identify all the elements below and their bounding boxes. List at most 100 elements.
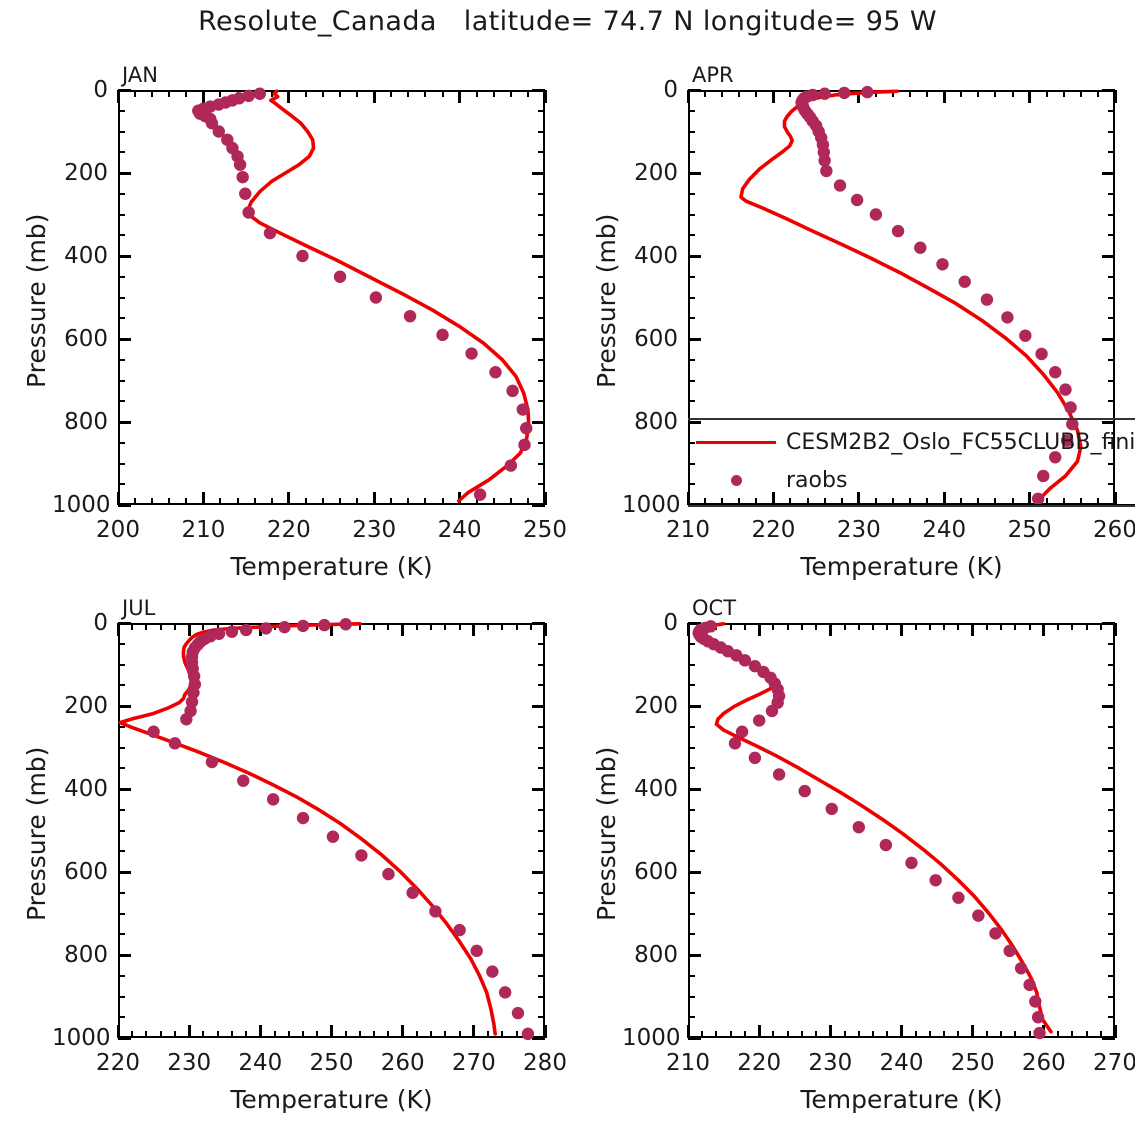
axis-tick-y (538, 483, 545, 486)
axis-tick-x (304, 90, 307, 97)
axis-tick-x (501, 623, 504, 630)
axis-tick-y (1108, 850, 1115, 853)
axis-tick-x (515, 1031, 518, 1038)
axis-label-y: 400 (634, 776, 678, 802)
axis-tick-x (131, 1031, 134, 1038)
axis-tick-x (971, 623, 975, 636)
axis-tick-x (287, 90, 291, 103)
axis-tick-x (1099, 623, 1102, 630)
axis-tick-x (738, 90, 741, 97)
axis-tick-x (187, 623, 191, 636)
axis-tick-y (688, 870, 701, 874)
axis-tick-x (492, 498, 495, 505)
obs-marker (520, 422, 533, 435)
obs-marker (242, 89, 255, 103)
obs-marker (1031, 492, 1045, 505)
axis-tick-x (302, 1031, 305, 1038)
obs-marker (1037, 469, 1050, 483)
obs-marker (1029, 995, 1042, 1008)
axis-tick-x (458, 1031, 461, 1038)
obs-marker (470, 944, 483, 958)
axis-tick-x (909, 498, 912, 505)
axis-tick-x (543, 623, 547, 636)
legend-label-obs: raobs (786, 468, 848, 493)
axis-label-y: 200 (64, 160, 108, 186)
axis-tick-x (957, 623, 960, 630)
axis-label-y: 200 (634, 160, 678, 186)
axis-tick-y (1108, 441, 1115, 444)
axis-tick-y (688, 642, 695, 645)
axis-tick-y (688, 192, 695, 195)
obs-marker (406, 886, 419, 899)
obs-marker (748, 751, 762, 765)
axis-label-x: 220 (751, 517, 796, 543)
axis-tick-y (1108, 358, 1115, 361)
axis-tick-x (390, 90, 393, 97)
axis-tick-y (532, 1036, 545, 1040)
axis-tick-x (828, 623, 832, 636)
axis-tick-x (253, 498, 256, 505)
axis-tick-x (721, 90, 724, 97)
axis-tick-y (1108, 400, 1115, 403)
axis-tick-y (118, 850, 125, 853)
obs-marker (869, 208, 883, 221)
axis-tick-y (118, 420, 131, 424)
obs-marker (852, 820, 865, 834)
axis-tick-y (538, 684, 545, 687)
axis-tick-x (509, 90, 512, 97)
obs-marker (772, 768, 786, 781)
axis-tick-y (118, 725, 125, 728)
axis-tick-x (886, 623, 889, 630)
axis-label-y: 400 (634, 243, 678, 269)
axis-tick-y (1108, 109, 1115, 112)
axis-label-x: 240 (922, 517, 967, 543)
axis-tick-x (872, 623, 875, 630)
axis-tick-y (1102, 171, 1115, 175)
axis-tick-x (1057, 1031, 1060, 1038)
axis-tick-y (118, 400, 125, 403)
axis-tick-y (118, 891, 125, 894)
axis-tick-x (344, 1031, 347, 1038)
axis-tick-x (356, 90, 359, 97)
axis-tick-y (688, 787, 701, 791)
axis-tick-y (1102, 621, 1115, 625)
axis-tick-x (407, 90, 410, 97)
obs-marker (225, 625, 239, 638)
axis-tick-x (134, 90, 137, 97)
obs-marker (239, 187, 252, 200)
axis-tick-x (316, 1031, 319, 1038)
axis-tick-x (1085, 623, 1088, 630)
obs-marker (521, 1027, 535, 1041)
axis-tick-y (118, 829, 125, 832)
axis-tick-x (715, 1031, 718, 1038)
axis-tick-x (701, 1031, 704, 1038)
axis-tick-x (501, 1031, 504, 1038)
obs-marker (1014, 962, 1028, 975)
axis-tick-x (960, 498, 963, 505)
obs-marker (242, 206, 255, 219)
axis-tick-x (943, 1031, 946, 1038)
axis-tick-x (1045, 498, 1048, 505)
axis-tick-x (358, 1031, 361, 1038)
axis-tick-x (1113, 1025, 1117, 1038)
obs-marker (735, 725, 749, 738)
axis-tick-y (1102, 1036, 1115, 1040)
axis-tick-y (688, 296, 695, 299)
axis-label-y: 1000 (622, 492, 681, 518)
obs-marker (861, 85, 874, 99)
axis-tick-x (202, 1031, 205, 1038)
obs-marker (905, 856, 918, 870)
axis-tick-y (688, 704, 701, 708)
axis-label-x: 270 (451, 1050, 496, 1076)
axis-tick-y (688, 684, 695, 687)
axis-tick-x (928, 623, 931, 630)
axis-tick-y (688, 441, 695, 444)
axis-tick-y (118, 462, 125, 465)
axis-tick-y (118, 974, 125, 977)
axis-tick-y (688, 912, 695, 915)
axis-tick-x (828, 1025, 832, 1038)
axis-tick-y (532, 171, 545, 175)
axis-tick-x (994, 90, 997, 97)
axis-tick-x (1014, 623, 1017, 630)
